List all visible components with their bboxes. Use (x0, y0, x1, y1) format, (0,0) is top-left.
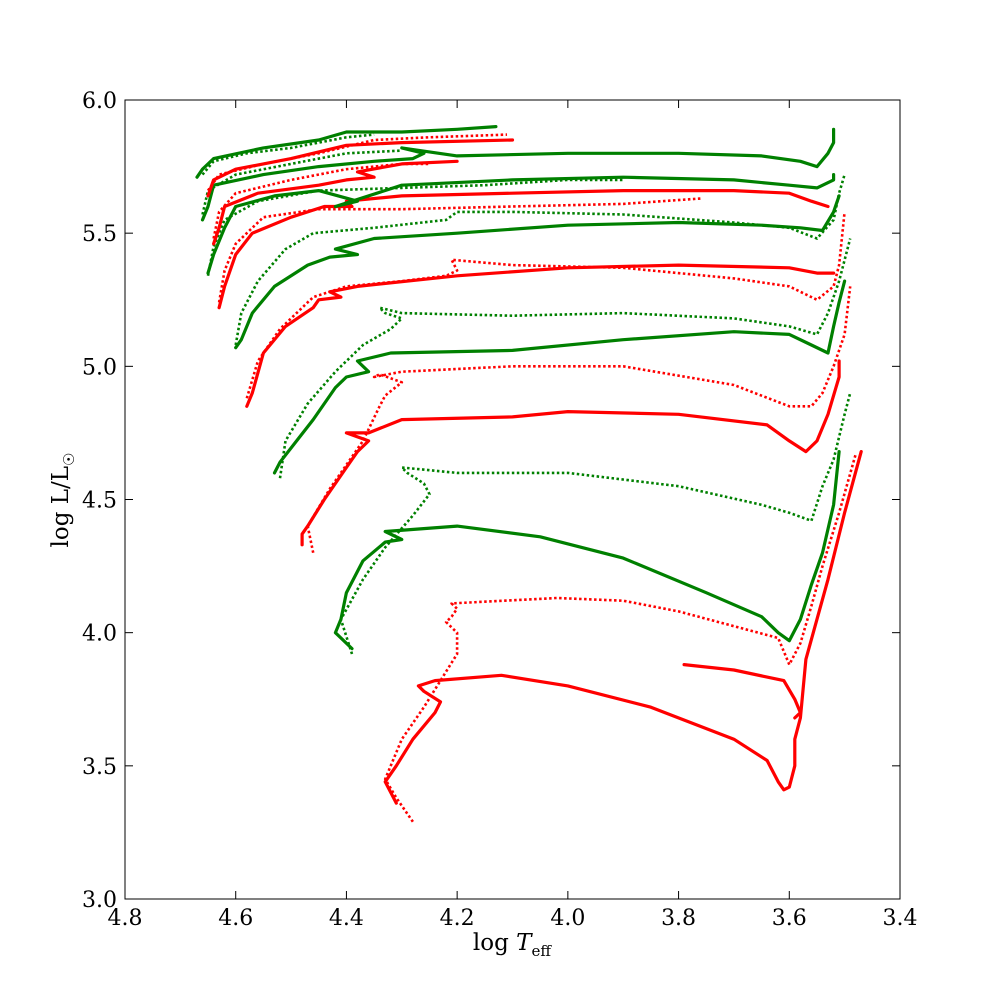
y-tick-label: 6.0 (82, 89, 117, 114)
track-red-solid-0 (383, 450, 863, 805)
x-tick-label: 4.8 (108, 906, 143, 931)
x-axis-label: log Teff (473, 930, 552, 960)
plot-frame (124, 99, 901, 900)
y-ticks: 6.0 5.5 5.0 4.5 4.0 3.5 3.0 (82, 89, 900, 913)
track-green-solid-11 (234, 194, 841, 350)
y-tick-label: 5.5 (82, 222, 117, 247)
track-green-solid-7 (272, 279, 847, 475)
x-tick-label: 3.6 (772, 906, 807, 931)
y-tick-label: 4.0 (82, 622, 117, 647)
track-green-solid-3 (333, 450, 841, 651)
y-tick-label: 3.0 (82, 888, 117, 913)
track-red-solid-21 (206, 138, 515, 198)
track-red-solid-1 (682, 663, 802, 720)
track-red-dotted-18 (212, 162, 430, 239)
track-green-dotted-8 (278, 238, 852, 479)
x-ticks: 4.8 4.6 4.4 4.2 4.0 3.8 3.6 3.4 (108, 100, 918, 931)
x-tick-label: 4.4 (329, 906, 364, 931)
track-red-dotted-6 (306, 286, 852, 554)
track-red-solid-13 (217, 189, 830, 310)
track-green-solid-19 (200, 127, 836, 222)
x-tick-label: 3.8 (661, 906, 696, 931)
track-red-dotted-2 (383, 453, 857, 823)
track-green-dotted-4 (339, 392, 852, 655)
track-red-dotted-10 (245, 211, 846, 399)
x-tick-label: 4.2 (440, 906, 475, 931)
track-red-solid-5 (300, 359, 841, 547)
track-green-dotted-24 (201, 133, 375, 176)
x-tick-label: 4.6 (218, 906, 253, 931)
y-tick-label: 5.0 (82, 355, 117, 380)
x-tick-label: 3.4 (883, 906, 918, 931)
y-tick-label: 4.5 (82, 489, 117, 514)
track-red-dotted-22 (206, 133, 508, 192)
track-red-solid-9 (245, 263, 836, 408)
track-green-solid-23 (195, 125, 498, 179)
y-axis-label: log L/L☉ (48, 453, 78, 548)
plot-series (195, 125, 863, 823)
track-red-solid-17 (212, 159, 459, 246)
track-red-dotted-14 (217, 197, 701, 303)
track-green-dotted-16 (206, 178, 624, 277)
x-tick-label: 4.0 (550, 906, 585, 931)
y-tick-label: 3.5 (82, 755, 117, 780)
track-green-solid-15 (206, 173, 836, 275)
